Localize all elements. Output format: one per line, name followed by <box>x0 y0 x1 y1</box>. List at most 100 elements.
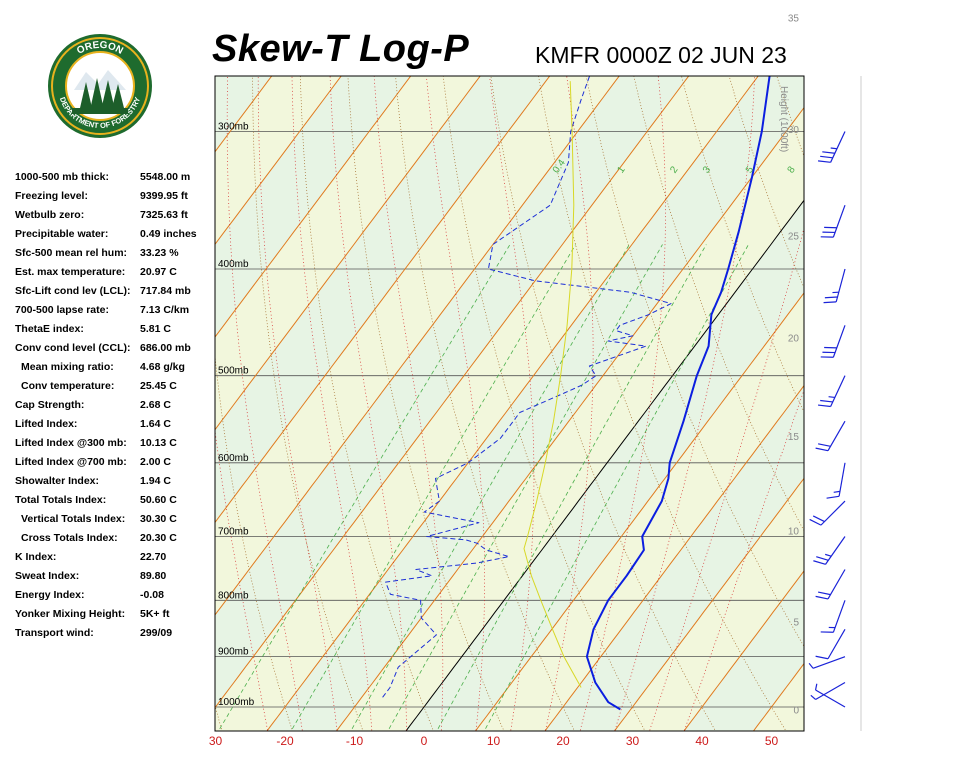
index-label: 700-500 lapse rate: <box>15 304 109 316</box>
index-label: Total Totals Index: <box>15 494 107 506</box>
wind-barb-half-flag <box>828 396 835 399</box>
mixing-ratio-label: 5 <box>744 164 756 175</box>
wind-barb-full-flag <box>809 518 822 526</box>
wind-barb <box>813 536 846 565</box>
wind-barb-half-flag <box>825 553 832 557</box>
index-value: 299/09 <box>140 627 173 639</box>
wind-barb <box>823 268 846 304</box>
index-label: Mean mixing ratio: <box>21 361 114 373</box>
wind-barb <box>808 656 846 669</box>
pressure-label: 600mb <box>218 453 249 464</box>
wind-barb-full-flag <box>815 447 829 452</box>
isotherm-line <box>613 477 804 731</box>
zero-isotherm <box>405 199 804 731</box>
sounding-profiles <box>382 76 771 711</box>
wind-barb-full-flag <box>817 591 831 596</box>
oregon-department-of-forestry-logo: OREGON DEPARTMENT OF FORESTRY <box>48 34 152 138</box>
pressure-label: 1000mb <box>218 697 255 708</box>
wind-barb <box>815 569 846 600</box>
index-row: Sfc-Lift cond lev (LCL): 717.84 mb <box>15 282 215 301</box>
isotherm-line <box>335 106 804 731</box>
index-label: Sfc-500 mean rel hum: <box>15 247 128 259</box>
moist-adiabat <box>329 76 407 731</box>
index-row: Transport wind: 299/09 <box>15 624 215 643</box>
dry-adiabat <box>299 76 434 731</box>
index-value: 9399.95 ft <box>140 190 188 202</box>
index-value: -0.08 <box>140 589 164 601</box>
wind-barb-staff <box>820 500 846 526</box>
index-label: Precipitable water: <box>15 228 109 240</box>
height-axis-title: Height (1000ft) <box>778 86 789 152</box>
index-value: 0.49 inches <box>140 228 197 240</box>
index-row: Lifted Index: 1.64 C <box>15 415 215 434</box>
index-label: Sfc-Lift cond lev (LCL): <box>15 285 131 297</box>
index-row: Sweat Index: 89.80 <box>15 567 215 586</box>
wind-barb-full-flag <box>820 155 833 159</box>
temperature-tick-label: 40 <box>695 734 709 748</box>
index-row: Mean mixing ratio: 4.68 g/kg <box>15 358 215 377</box>
moist-adiabat <box>684 389 804 731</box>
temperature-tick-label: -20 <box>276 734 294 748</box>
wind-barb-full-flag <box>822 151 835 154</box>
axis-labels: 200mb300mb400mb500mb600mb700mb800mb900mb… <box>209 14 800 748</box>
wind-barb <box>820 325 846 358</box>
wind-barb-full-flag <box>823 301 837 304</box>
logo-ground <box>72 108 128 114</box>
isotherm-line <box>215 76 620 616</box>
index-row: Conv temperature: 25.45 C <box>15 377 215 396</box>
index-label: Energy Index: <box>15 589 85 601</box>
pressure-label: 800mb <box>218 590 249 601</box>
index-label: Freezing level: <box>15 190 88 202</box>
mixing-ratio-line <box>290 244 576 731</box>
index-value: 20.97 C <box>140 266 177 278</box>
pressure-label: 500mb <box>218 366 249 377</box>
isotherm-line <box>215 76 551 524</box>
wind-barb-staff <box>827 420 846 451</box>
wind-barb-full-flag <box>820 399 833 403</box>
wind-barb <box>817 131 846 163</box>
index-value: 50.60 C <box>140 494 177 506</box>
mixing-ratio-line <box>436 244 707 731</box>
height-tick-label: 15 <box>788 432 800 443</box>
parcel-profile <box>523 81 582 688</box>
index-label: Yonker Mixing Height: <box>15 608 126 620</box>
logo-mountains <box>74 70 126 90</box>
isotherm-line <box>215 76 690 709</box>
isotherm-line <box>820 0 960 735</box>
index-row: Cap Strength: 2.68 C <box>15 396 215 415</box>
isotherm-line <box>683 570 804 731</box>
height-tick-label: 35 <box>788 14 800 25</box>
index-row: Est. max temperature: 20.97 C <box>15 263 215 282</box>
wind-barb-staff <box>827 629 846 660</box>
index-row: 1000-500 mb thick: 5548.00 m <box>15 168 215 187</box>
wind-barb-full-flag <box>824 296 838 299</box>
temperature-tick-label: 20 <box>556 734 570 748</box>
index-value: 5548.00 m <box>140 171 191 183</box>
index-value: 33.23 % <box>140 247 179 259</box>
pressure-label: 900mb <box>218 647 249 658</box>
isotherm-line <box>215 76 481 431</box>
wind-barb-full-flag <box>826 495 840 499</box>
index-value: 1.94 C <box>140 475 171 487</box>
wind-barb <box>814 683 846 708</box>
wind-barb-full-flag <box>817 404 831 408</box>
pressure-label: 700mb <box>218 527 249 538</box>
index-row: Showalter Index: 1.94 C <box>15 472 215 491</box>
index-row: ThetaE index: 5.81 C <box>15 320 215 339</box>
index-value: 10.13 C <box>140 437 177 449</box>
moist-adiabat <box>257 76 338 731</box>
index-row: Lifted Index @700 mb: 2.00 C <box>15 453 215 472</box>
height-tick-label: 20 <box>788 334 800 345</box>
isotherm-line <box>215 76 273 153</box>
index-label: ThetaE index: <box>15 323 84 335</box>
grid-lines <box>215 0 960 735</box>
mixing-ratio-line <box>483 244 749 731</box>
index-row: Yonker Mixing Height: 5K+ ft <box>15 605 215 624</box>
isotherm-line <box>215 76 342 246</box>
index-value: 22.70 <box>140 551 167 563</box>
stability-indices-panel: 1000-500 mb thick: 5548.00 m Freezing leve… <box>15 168 215 643</box>
wind-barbs-column <box>808 76 862 731</box>
height-tick-label: 25 <box>788 231 800 242</box>
isotherm-band <box>266 76 804 731</box>
